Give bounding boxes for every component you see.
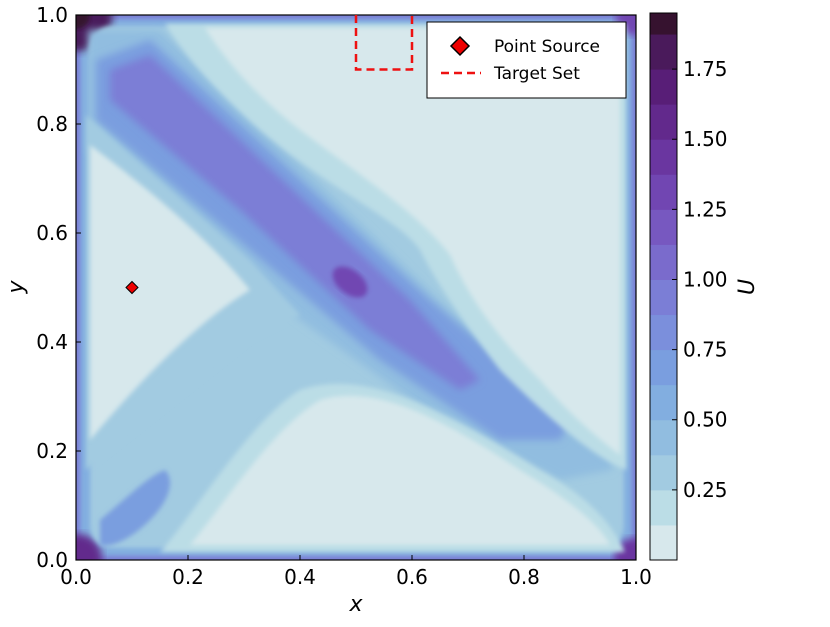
colorbar-swatch [650,13,677,35]
x-axis-label: x [348,592,363,617]
contour-corner-bottom-right [614,538,636,560]
colorbar-ticks: 0.25 0.50 0.75 1.00 1.25 1.50 1.75 [672,57,728,502]
y-tick-label: 0.6 [36,221,68,245]
colorbar-swatch [650,69,677,105]
colorbar-tick-label: 1.75 [683,57,728,81]
legend-label: Point Source [494,37,600,57]
colorbar-tick-label: 1.00 [683,267,728,291]
y-tick-label: 0.0 [36,548,68,572]
colorbar-swatch [650,139,677,175]
colorbar-swatch [650,34,677,70]
contour-ridge-peak [332,266,368,298]
legend-items: Point Source Target Set [441,35,600,84]
contour-corner-bottom-left [76,534,102,560]
target-set-rect [354,15,414,71]
contour-low-left [90,145,250,440]
contour-low-top-right [205,28,620,455]
x-tick-label: 0.4 [284,565,316,589]
colorbar-swatch [650,104,677,140]
x-tick-label: 0.6 [396,565,428,589]
colorbar-swatch [650,279,677,316]
colorbar-swatch [650,349,677,386]
colorbar: 0.25 0.50 0.75 1.00 1.25 1.50 1.75 U [649,12,760,561]
overlay-layer [125,15,414,295]
point-source-marker [125,280,139,295]
colorbar-frame [649,12,678,561]
colorbar-tick-label: 0.50 [683,408,728,432]
colorbar-swatch [650,209,677,245]
x-axis-ticks: 0.0 0.2 0.4 0.6 0.8 1.0 [60,555,652,589]
colorbar-tick-label: 1.50 [683,127,728,151]
y-tick-label: 0.8 [36,112,68,136]
legend-marker-point-source [449,35,471,57]
colorbar-label: U [735,279,760,295]
colorbar-tick-label: 0.25 [683,478,728,502]
x-tick-label: 0.2 [172,565,204,589]
x-tick-label: 1.0 [620,565,652,589]
colorbar-tick-label: 0.75 [683,338,728,362]
contour-corner-top-left-core [76,15,90,29]
y-tick-label: 1.0 [36,3,68,27]
colorbar-swatch [650,419,677,456]
legend: Point Source Target Set [426,21,627,99]
colorbar-swatch [650,454,677,491]
colorbar-swatch [650,244,677,280]
colorbar-swatch [650,174,677,210]
colorbar-swatch [650,524,677,561]
x-tick-label: 0.0 [60,565,92,589]
y-axis-ticks: 0.0 0.2 0.4 0.6 0.8 1.0 [36,3,81,572]
y-tick-label: 0.4 [36,330,68,354]
x-tick-label: 0.8 [508,565,540,589]
colorbar-swatch [650,384,677,421]
y-axis-label: y [4,280,29,295]
colorbar-swatch [650,314,677,351]
colorbar-tick-label: 1.25 [683,197,728,221]
colorbar-swatches [650,13,677,561]
contour-ridge-inner [110,55,480,390]
colorbar-swatch [650,489,677,526]
contour-bottom-left-lobe [100,470,170,546]
y-tick-label: 0.2 [36,439,68,463]
legend-label: Target Set [493,64,580,84]
plot-area [76,15,636,560]
legend-box [426,21,627,99]
contour-low-bottom [190,395,610,545]
